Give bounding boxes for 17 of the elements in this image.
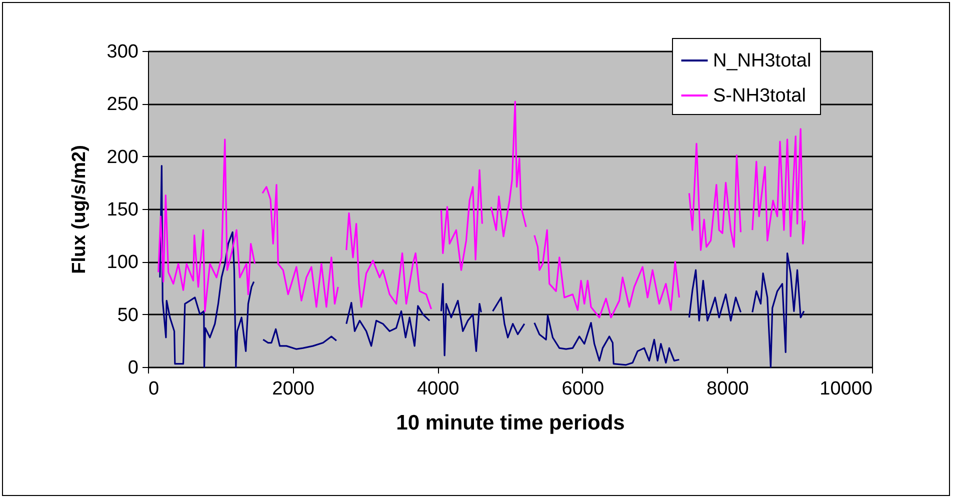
legend-label: S-NH3total	[713, 86, 806, 106]
x-tick-label: 4000	[416, 378, 460, 400]
x-tick-label: 10000	[820, 378, 872, 400]
y-axis-title: Flux (ug/s/m2)	[68, 145, 90, 274]
y-tick-label: 250	[106, 94, 138, 116]
y-tick-label: 50	[117, 304, 138, 326]
y-tick-label: 300	[106, 42, 138, 62]
y-tick-label: 0	[128, 358, 138, 378]
x-tick-label: 2000	[272, 378, 314, 400]
legend-label: N_NH3total	[713, 50, 812, 72]
x-axis-title: 10 minute time periods	[396, 412, 625, 434]
y-tick-label: 100	[106, 252, 138, 274]
x-tick-label: 0	[148, 378, 160, 400]
y-tick-label: 150	[106, 200, 138, 220]
y-tick-label: 200	[106, 146, 138, 168]
x-tick-label: 8000	[706, 378, 749, 400]
x-tick-label: 6000	[562, 378, 604, 400]
